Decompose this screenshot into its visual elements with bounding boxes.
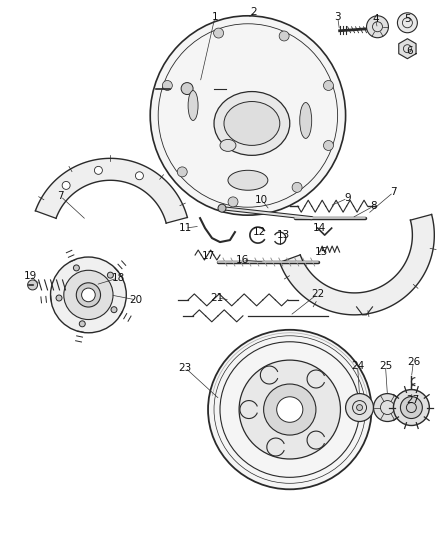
- Text: 3: 3: [334, 12, 341, 22]
- Circle shape: [111, 306, 117, 313]
- Text: 23: 23: [178, 362, 192, 373]
- Text: 7: 7: [390, 187, 397, 197]
- Text: 21: 21: [210, 293, 224, 303]
- Circle shape: [28, 280, 38, 290]
- Circle shape: [324, 141, 333, 150]
- Circle shape: [324, 80, 333, 91]
- Circle shape: [218, 204, 226, 212]
- Text: 19: 19: [24, 271, 37, 281]
- Circle shape: [374, 393, 401, 422]
- Ellipse shape: [208, 330, 371, 489]
- Circle shape: [50, 257, 126, 333]
- Circle shape: [64, 270, 113, 319]
- Circle shape: [367, 16, 389, 38]
- Polygon shape: [279, 214, 434, 315]
- Text: 15: 15: [315, 247, 328, 257]
- Circle shape: [162, 80, 172, 91]
- Text: 27: 27: [406, 394, 419, 405]
- FancyBboxPatch shape: [167, 76, 217, 101]
- Text: 26: 26: [407, 357, 420, 367]
- Circle shape: [62, 181, 70, 189]
- Ellipse shape: [300, 102, 312, 139]
- Circle shape: [228, 197, 238, 207]
- Circle shape: [177, 167, 187, 177]
- Ellipse shape: [150, 16, 346, 215]
- Text: 12: 12: [253, 227, 266, 237]
- Circle shape: [79, 321, 85, 327]
- Text: 2: 2: [251, 7, 257, 17]
- Circle shape: [397, 13, 417, 33]
- Text: 16: 16: [236, 255, 250, 265]
- Ellipse shape: [224, 101, 280, 146]
- Circle shape: [292, 182, 302, 192]
- Text: 22: 22: [311, 289, 324, 299]
- Circle shape: [74, 265, 79, 271]
- Text: 25: 25: [379, 361, 392, 370]
- Circle shape: [357, 405, 363, 410]
- Ellipse shape: [188, 91, 198, 120]
- Text: 24: 24: [351, 361, 364, 370]
- Text: 14: 14: [313, 223, 326, 233]
- Text: 17: 17: [201, 251, 215, 261]
- Ellipse shape: [220, 140, 236, 151]
- Circle shape: [76, 283, 101, 307]
- Polygon shape: [35, 158, 187, 223]
- Ellipse shape: [214, 92, 290, 155]
- Circle shape: [135, 172, 143, 180]
- Circle shape: [214, 28, 223, 38]
- Text: 1: 1: [212, 12, 218, 22]
- Text: 7: 7: [57, 191, 64, 201]
- Text: 13: 13: [277, 230, 290, 240]
- Ellipse shape: [264, 384, 316, 435]
- Text: 5: 5: [404, 14, 411, 24]
- Text: 8: 8: [370, 201, 377, 211]
- Circle shape: [56, 295, 62, 301]
- Text: 6: 6: [406, 46, 413, 55]
- Circle shape: [81, 288, 95, 302]
- Bar: [236, 171, 260, 178]
- Ellipse shape: [239, 360, 340, 459]
- Circle shape: [95, 166, 102, 174]
- Circle shape: [346, 393, 374, 422]
- Text: 10: 10: [255, 195, 268, 205]
- Circle shape: [393, 390, 429, 425]
- Circle shape: [279, 31, 289, 41]
- Ellipse shape: [277, 397, 303, 422]
- Circle shape: [107, 272, 113, 278]
- Ellipse shape: [228, 171, 268, 190]
- Circle shape: [181, 83, 193, 94]
- Text: 4: 4: [372, 14, 379, 24]
- Text: 20: 20: [130, 295, 143, 305]
- Text: 9: 9: [344, 193, 351, 203]
- Polygon shape: [399, 39, 416, 59]
- Text: 18: 18: [112, 273, 125, 283]
- Text: 11: 11: [178, 223, 192, 233]
- Circle shape: [400, 397, 422, 418]
- Bar: [268, 26, 286, 38]
